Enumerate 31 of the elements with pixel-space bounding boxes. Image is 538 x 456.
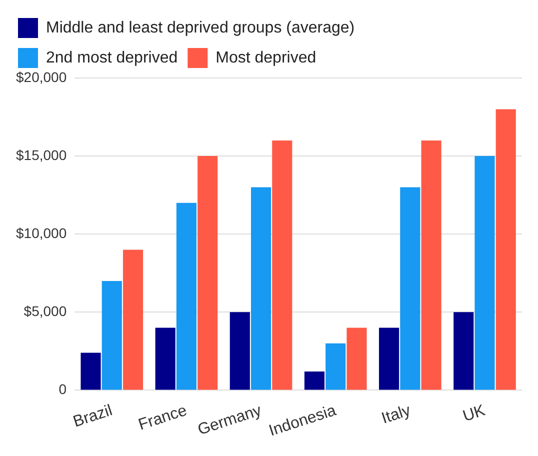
bar (496, 109, 516, 390)
bar (155, 328, 176, 390)
bar (176, 202, 196, 390)
legend-label: Most deprived (216, 49, 316, 66)
bar (122, 250, 144, 390)
bar (272, 140, 292, 390)
bar (378, 328, 400, 390)
bar (250, 187, 272, 390)
bar (400, 187, 420, 390)
y-tick-label: $15,000 (16, 146, 67, 163)
bar (454, 312, 474, 390)
y-tick-label: 0 (58, 381, 67, 398)
x-tick-label: Italy (380, 402, 413, 428)
x-tick-label: Germany (196, 402, 264, 439)
bar (421, 140, 442, 390)
bar (474, 156, 495, 390)
legend-label: Middle and least deprived groups (average) (46, 19, 355, 36)
x-tick-label: UK (460, 402, 488, 426)
y-tick-label: $5,000 (24, 303, 67, 320)
x-tick-label: France (136, 402, 190, 434)
bar (230, 312, 250, 390)
y-tick-label: $10,000 (16, 224, 67, 241)
x-tick-label: Brazil (71, 402, 114, 431)
bar (346, 328, 367, 390)
y-tick-label: $20,000 (16, 68, 67, 85)
bar (304, 372, 324, 390)
legend-label: 2nd most deprived (46, 49, 178, 66)
bar (198, 156, 218, 390)
bar (80, 352, 101, 390)
bar (326, 343, 346, 390)
bar (102, 280, 122, 390)
